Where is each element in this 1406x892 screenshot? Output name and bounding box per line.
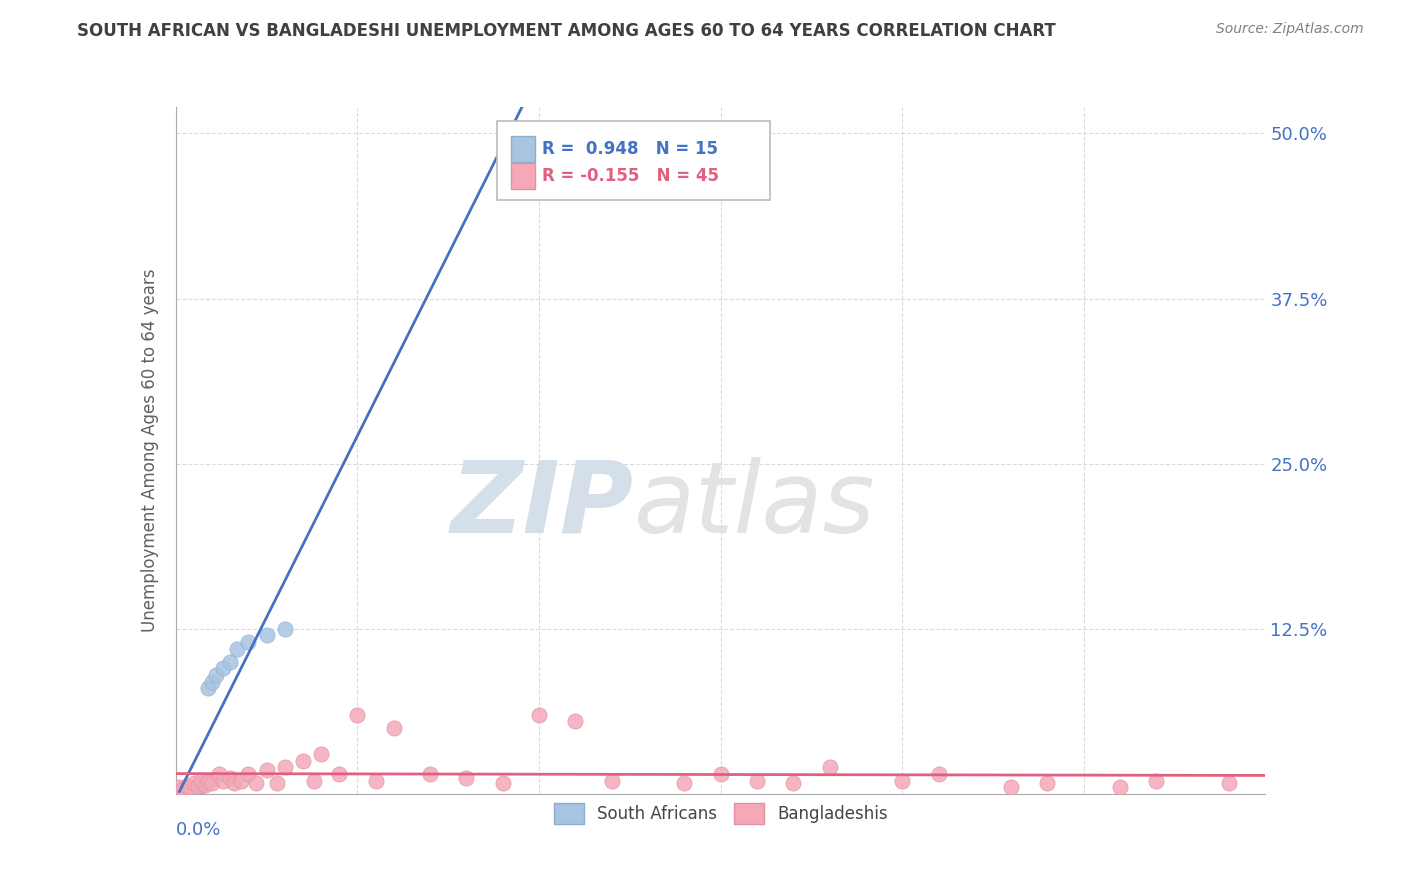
Point xyxy=(238,767,260,781)
Point xyxy=(219,655,242,669)
Point xyxy=(201,776,224,790)
Point xyxy=(169,780,191,795)
Point xyxy=(204,668,226,682)
Point xyxy=(197,681,219,696)
Text: ZIP: ZIP xyxy=(450,457,633,554)
Point xyxy=(183,776,205,790)
Point xyxy=(1109,780,1132,795)
Point xyxy=(274,760,297,774)
Point xyxy=(222,776,245,790)
Legend: South Africans, Bangladeshis: South Africans, Bangladeshis xyxy=(547,797,894,830)
Point xyxy=(179,783,201,797)
Point xyxy=(176,784,198,798)
Text: Source: ZipAtlas.com: Source: ZipAtlas.com xyxy=(1216,22,1364,37)
Point xyxy=(456,771,478,785)
Point xyxy=(190,779,212,793)
FancyBboxPatch shape xyxy=(512,136,536,162)
FancyBboxPatch shape xyxy=(498,120,769,200)
Point xyxy=(208,767,231,781)
Point xyxy=(194,773,217,788)
Point xyxy=(256,628,278,642)
Point xyxy=(172,781,194,796)
Point xyxy=(219,771,242,785)
Point xyxy=(527,707,550,722)
Point xyxy=(419,767,441,781)
Point xyxy=(274,622,297,636)
Point xyxy=(256,763,278,777)
Point xyxy=(1000,780,1022,795)
Point xyxy=(818,760,841,774)
Point xyxy=(186,780,209,795)
Point xyxy=(197,775,219,789)
Point xyxy=(710,767,733,781)
Point xyxy=(179,780,201,795)
Point xyxy=(212,773,235,788)
Text: R =  0.948   N = 15: R = 0.948 N = 15 xyxy=(541,140,718,158)
Point xyxy=(226,641,249,656)
Point xyxy=(291,754,314,768)
Point xyxy=(201,674,224,689)
Point xyxy=(328,767,350,781)
Point xyxy=(183,781,205,796)
Point xyxy=(1218,776,1240,790)
Point xyxy=(364,773,387,788)
Point xyxy=(600,773,623,788)
Point xyxy=(782,776,804,790)
FancyBboxPatch shape xyxy=(512,163,536,189)
Point xyxy=(245,776,267,790)
Y-axis label: Unemployment Among Ages 60 to 64 years: Unemployment Among Ages 60 to 64 years xyxy=(141,268,159,632)
Text: atlas: atlas xyxy=(633,457,875,554)
Point xyxy=(382,721,405,735)
Point xyxy=(309,747,332,762)
Point xyxy=(1036,776,1059,790)
Point xyxy=(231,773,253,788)
Point xyxy=(212,661,235,675)
Point xyxy=(745,773,768,788)
Point xyxy=(673,776,696,790)
Point xyxy=(238,635,260,649)
Point xyxy=(186,779,209,793)
Text: 0.0%: 0.0% xyxy=(176,822,221,839)
Point xyxy=(302,773,325,788)
Point xyxy=(492,776,515,790)
Point xyxy=(346,707,368,722)
Point xyxy=(266,776,288,790)
Text: R = -0.155   N = 45: R = -0.155 N = 45 xyxy=(541,167,718,185)
Point xyxy=(928,767,950,781)
Point xyxy=(891,773,914,788)
Point xyxy=(564,714,586,729)
Point xyxy=(176,779,198,793)
Point xyxy=(1146,773,1168,788)
Text: SOUTH AFRICAN VS BANGLADESHI UNEMPLOYMENT AMONG AGES 60 TO 64 YEARS CORRELATION : SOUTH AFRICAN VS BANGLADESHI UNEMPLOYMEN… xyxy=(77,22,1056,40)
Point xyxy=(190,773,212,788)
Point xyxy=(194,778,217,792)
